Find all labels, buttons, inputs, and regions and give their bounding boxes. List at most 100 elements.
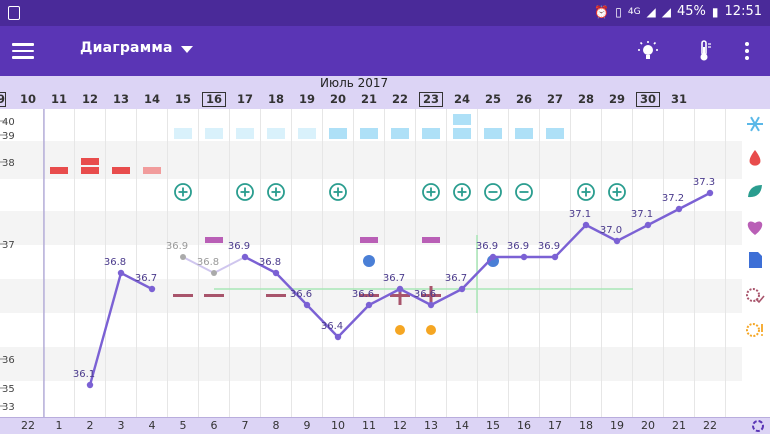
sex-drive-mark xyxy=(205,237,223,243)
menstruation-spotting xyxy=(143,167,161,174)
temp-label: 36.9 xyxy=(476,241,498,252)
mucus-mark xyxy=(236,128,254,139)
drop-icon[interactable] xyxy=(749,150,761,166)
chart-area[interactable]: 40 39 38 37 36 35 33 36.1 36.8 36.7 36.9 36.8 36.9 36… xyxy=(0,109,770,417)
cycle-day-8[interactable]: 8 xyxy=(272,419,280,432)
battery-percent: 45% xyxy=(677,4,706,19)
page-title: Диаграмма xyxy=(80,40,173,56)
date-13[interactable]: 13 xyxy=(112,92,129,106)
date-26[interactable]: 26 xyxy=(515,92,532,106)
cycle-day-7[interactable]: 7 xyxy=(241,419,249,432)
band-2 xyxy=(0,179,742,211)
date-17[interactable]: 17 xyxy=(236,92,253,106)
date-15[interactable]: 15 xyxy=(174,92,191,106)
date-12[interactable]: 12 xyxy=(81,92,98,106)
snowflake-icon[interactable] xyxy=(747,116,763,132)
date-20[interactable]: 20 xyxy=(329,92,346,106)
temp-point xyxy=(303,301,311,309)
date-23[interactable]: 23 xyxy=(419,92,443,107)
temp-label: 36.6 xyxy=(414,289,436,300)
cycle-day-19[interactable]: 19 xyxy=(610,419,624,432)
temp-label: 37.0 xyxy=(600,225,622,236)
temp-label: 37.1 xyxy=(631,209,653,220)
date-19[interactable]: 19 xyxy=(298,92,315,106)
menstruation-heavy xyxy=(81,158,99,165)
prev-cycle-day: 22 xyxy=(21,419,35,432)
temp-label: 37.2 xyxy=(662,193,684,204)
cycle-icon[interactable] xyxy=(751,419,765,433)
alarm-icon: ⏰ xyxy=(594,4,610,19)
cycle-day-5[interactable]: 5 xyxy=(179,419,187,432)
temp-point xyxy=(148,285,156,293)
temp-point xyxy=(582,221,590,229)
date-14[interactable]: 14 xyxy=(143,92,160,106)
heart-icon[interactable] xyxy=(747,221,763,235)
prev-date: 9 xyxy=(0,92,6,107)
cycle-day-9[interactable]: 9 xyxy=(303,419,311,432)
cycle-day-3[interactable]: 3 xyxy=(117,419,125,432)
y-tick-label: 36 xyxy=(2,355,15,366)
flower-warning-icon[interactable] xyxy=(746,323,763,337)
cycle-day-1[interactable]: 1 xyxy=(55,419,63,432)
thermometer-icon[interactable] xyxy=(692,39,716,63)
date-22[interactable]: 22 xyxy=(391,92,408,106)
temp-label: 36.6 xyxy=(290,289,312,300)
date-27[interactable]: 27 xyxy=(546,92,563,106)
cycle-day-6[interactable]: 6 xyxy=(210,419,218,432)
menu-icon[interactable] xyxy=(12,40,34,60)
temp-point xyxy=(180,254,186,260)
cycle-day-17[interactable]: 17 xyxy=(548,419,562,432)
signal-icon: ◢ xyxy=(646,4,656,19)
date-16[interactable]: 16 xyxy=(202,92,226,107)
temp-point xyxy=(272,269,280,277)
date-25[interactable]: 25 xyxy=(484,92,501,106)
notification-icon xyxy=(8,6,20,20)
temp-point xyxy=(675,205,683,213)
date-18[interactable]: 18 xyxy=(267,92,284,106)
temp-point xyxy=(396,285,404,293)
temp-line-segment xyxy=(585,223,618,243)
temp-line-segment xyxy=(554,224,587,258)
temp-point xyxy=(551,253,559,261)
cycle-day-row: 22 1 2 3 4 5 6 7 8 9 10 11 12 13 14 15 16 17 18 19 20 21 22 xyxy=(0,417,770,434)
cycle-day-4[interactable]: 4 xyxy=(148,419,156,432)
lightbulb-icon[interactable] xyxy=(636,39,660,63)
date-30[interactable]: 30 xyxy=(636,92,660,107)
document-icon[interactable] xyxy=(749,252,762,268)
y-tick-label: 33 xyxy=(2,402,15,413)
flower-check-icon[interactable] xyxy=(746,288,765,304)
cycle-day-12[interactable]: 12 xyxy=(393,419,407,432)
temp-point xyxy=(489,253,497,261)
date-10[interactable]: 10 xyxy=(19,92,36,106)
date-24[interactable]: 24 xyxy=(453,92,470,106)
month-header: Июль 2017 xyxy=(0,76,770,90)
date-11[interactable]: 11 xyxy=(50,92,67,106)
temp-label: 36.8 xyxy=(197,257,219,268)
cycle-day-14[interactable]: 14 xyxy=(455,419,469,432)
cycle-day-11[interactable]: 11 xyxy=(362,419,376,432)
date-31[interactable]: 31 xyxy=(670,92,687,106)
symptom-plus xyxy=(429,286,433,305)
view-selector[interactable]: Диаграмма xyxy=(80,40,193,56)
cycle-day-16[interactable]: 16 xyxy=(517,419,531,432)
cycle-day-22[interactable]: 22 xyxy=(703,419,717,432)
intercourse-protected xyxy=(267,183,285,201)
temperature-chart[interactable]: 40 39 38 37 36 35 33 36.1 36.8 36.7 36.9 36.8 36.9 36… xyxy=(0,109,770,417)
cycle-day-15[interactable]: 15 xyxy=(486,419,500,432)
temp-label: 36.6 xyxy=(352,289,374,300)
band-1 xyxy=(0,141,742,179)
temp-point xyxy=(613,237,621,245)
cycle-day-10[interactable]: 10 xyxy=(331,419,345,432)
cycle-day-20[interactable]: 20 xyxy=(641,419,655,432)
cycle-day-2[interactable]: 2 xyxy=(86,419,94,432)
date-29[interactable]: 29 xyxy=(608,92,625,106)
intercourse-protected xyxy=(577,183,595,201)
more-vert-icon[interactable] xyxy=(735,39,759,63)
leaf-icon[interactable] xyxy=(748,185,762,198)
cycle-day-13[interactable]: 13 xyxy=(424,419,438,432)
date-28[interactable]: 28 xyxy=(577,92,594,106)
cycle-day-21[interactable]: 21 xyxy=(672,419,686,432)
mucus-mark xyxy=(360,128,378,139)
date-21[interactable]: 21 xyxy=(360,92,377,106)
cycle-day-18[interactable]: 18 xyxy=(579,419,593,432)
